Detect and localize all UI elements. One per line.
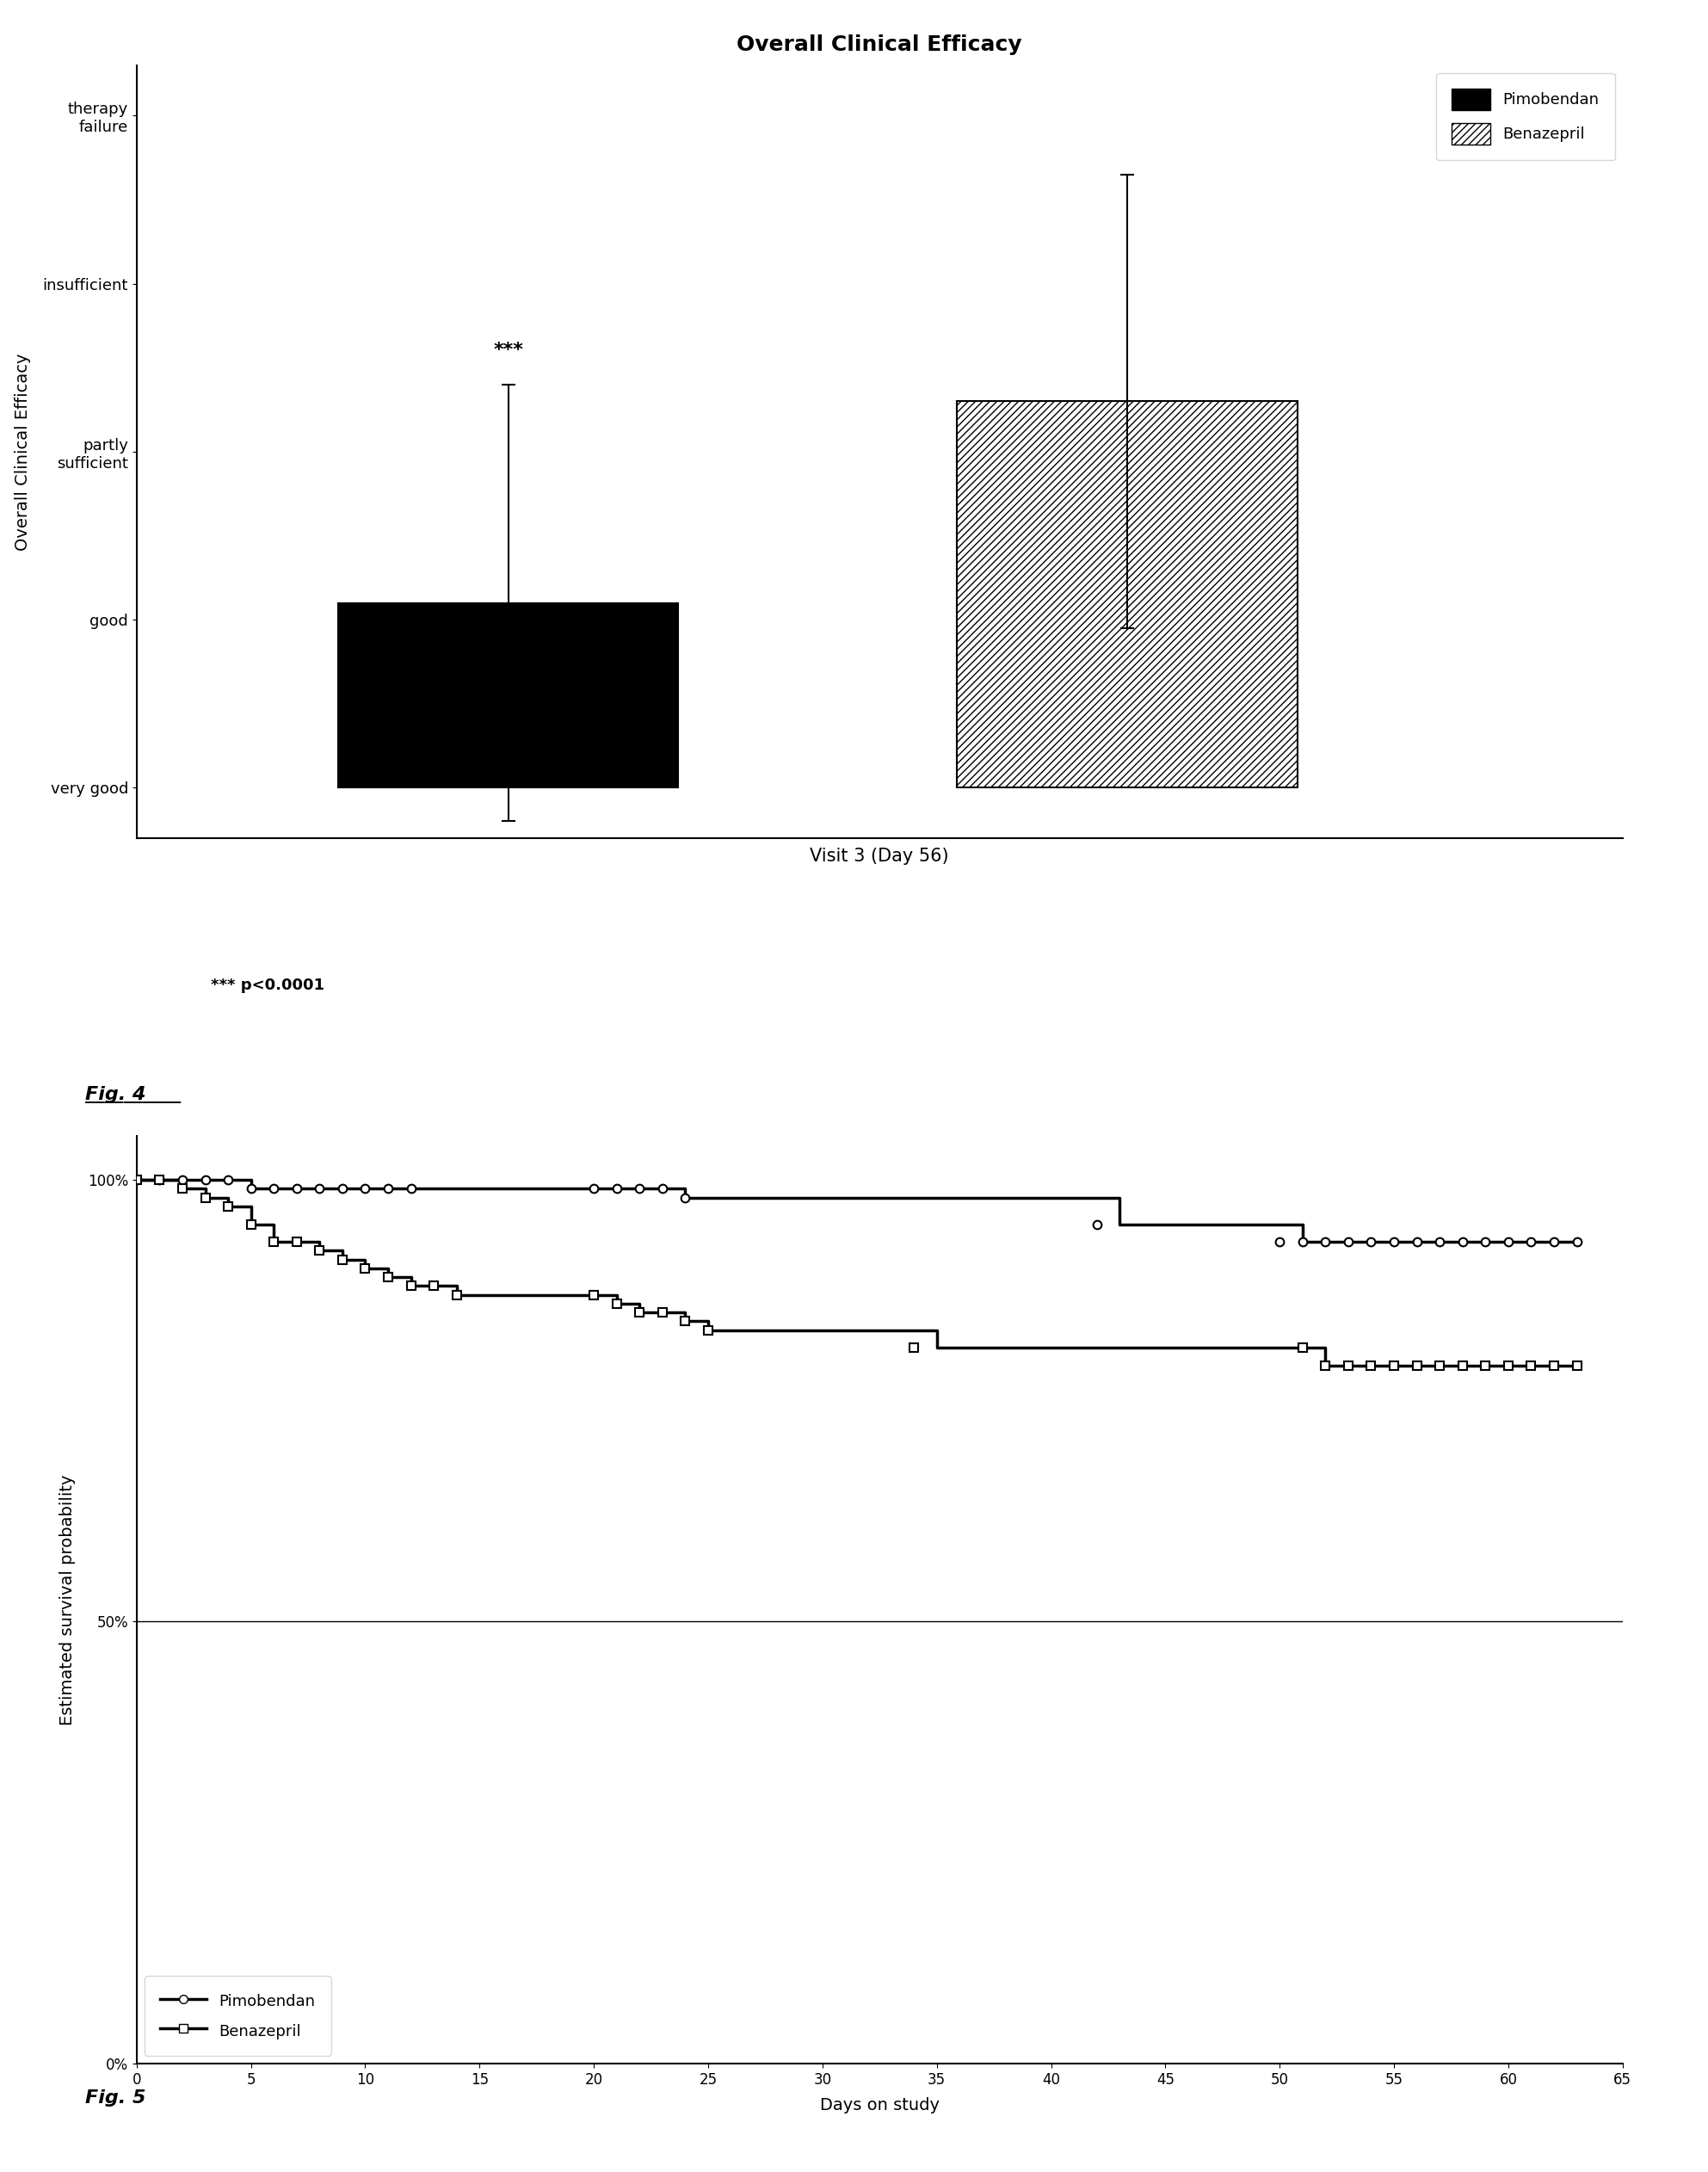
Y-axis label: Overall Clinical Efficacy: Overall Clinical Efficacy (14, 352, 31, 550)
Legend: Pimobendan, Benazepril: Pimobendan, Benazepril (145, 1977, 331, 2055)
Bar (338, 604, 678, 788)
Text: ***: *** (494, 341, 523, 358)
Bar (956, 402, 1298, 788)
Title: Overall Clinical Efficacy: Overall Clinical Efficacy (736, 35, 1023, 54)
X-axis label: Visit 3 (Day 56): Visit 3 (Day 56) (810, 847, 950, 864)
Text: __________: __________ (85, 1086, 181, 1103)
Text: *** p<0.0001: *** p<0.0001 (212, 977, 325, 993)
Text: Fig. 4: Fig. 4 (85, 1086, 147, 1103)
Y-axis label: Estimated survival probability: Estimated survival probability (60, 1475, 75, 1725)
X-axis label: Days on study: Days on study (820, 2096, 939, 2113)
Legend: Pimobendan, Benazepril: Pimobendan, Benazepril (1436, 74, 1614, 161)
Text: Fig. 5: Fig. 5 (85, 2089, 147, 2107)
